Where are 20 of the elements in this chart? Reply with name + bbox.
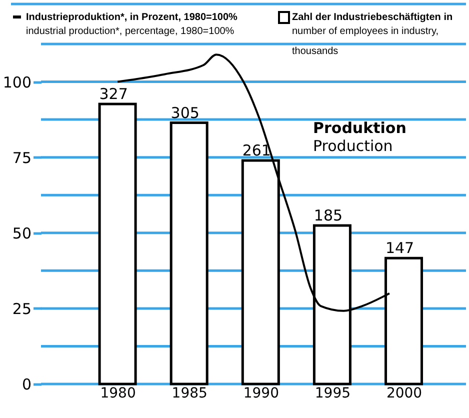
- x-tick-label: 1980: [100, 386, 136, 402]
- legend-label: Zahl der Industriebeschäftigten in number of employees in industry, thousands: [292, 12, 453, 57]
- data-label: 305: [170, 104, 200, 122]
- y-tick-label: 75: [12, 148, 32, 167]
- y-tick-label: 50: [12, 224, 32, 242]
- x-tick-label: 2000: [386, 386, 422, 402]
- x-tick-label: 1985: [172, 386, 208, 402]
- y-tick-label: 0: [22, 376, 32, 394]
- y-tick-label: 100: [2, 73, 32, 92]
- data-label: 185: [314, 206, 343, 225]
- data-label: 261: [242, 141, 271, 160]
- x-tick-label: 1990: [243, 386, 279, 402]
- bar: [170, 122, 208, 386]
- annotation: Produktion Production: [313, 118, 406, 155]
- legend-label: Industrieproduktion*, in Prozent, 1980=100% industrial production*, percentage, 1980=100%: [26, 12, 238, 37]
- data-label: 147: [385, 239, 414, 258]
- data-label: 327: [99, 84, 128, 103]
- y-tick-label: 25: [12, 300, 32, 318]
- bar: [98, 102, 137, 386]
- x-tick-label: 1995: [314, 386, 351, 402]
